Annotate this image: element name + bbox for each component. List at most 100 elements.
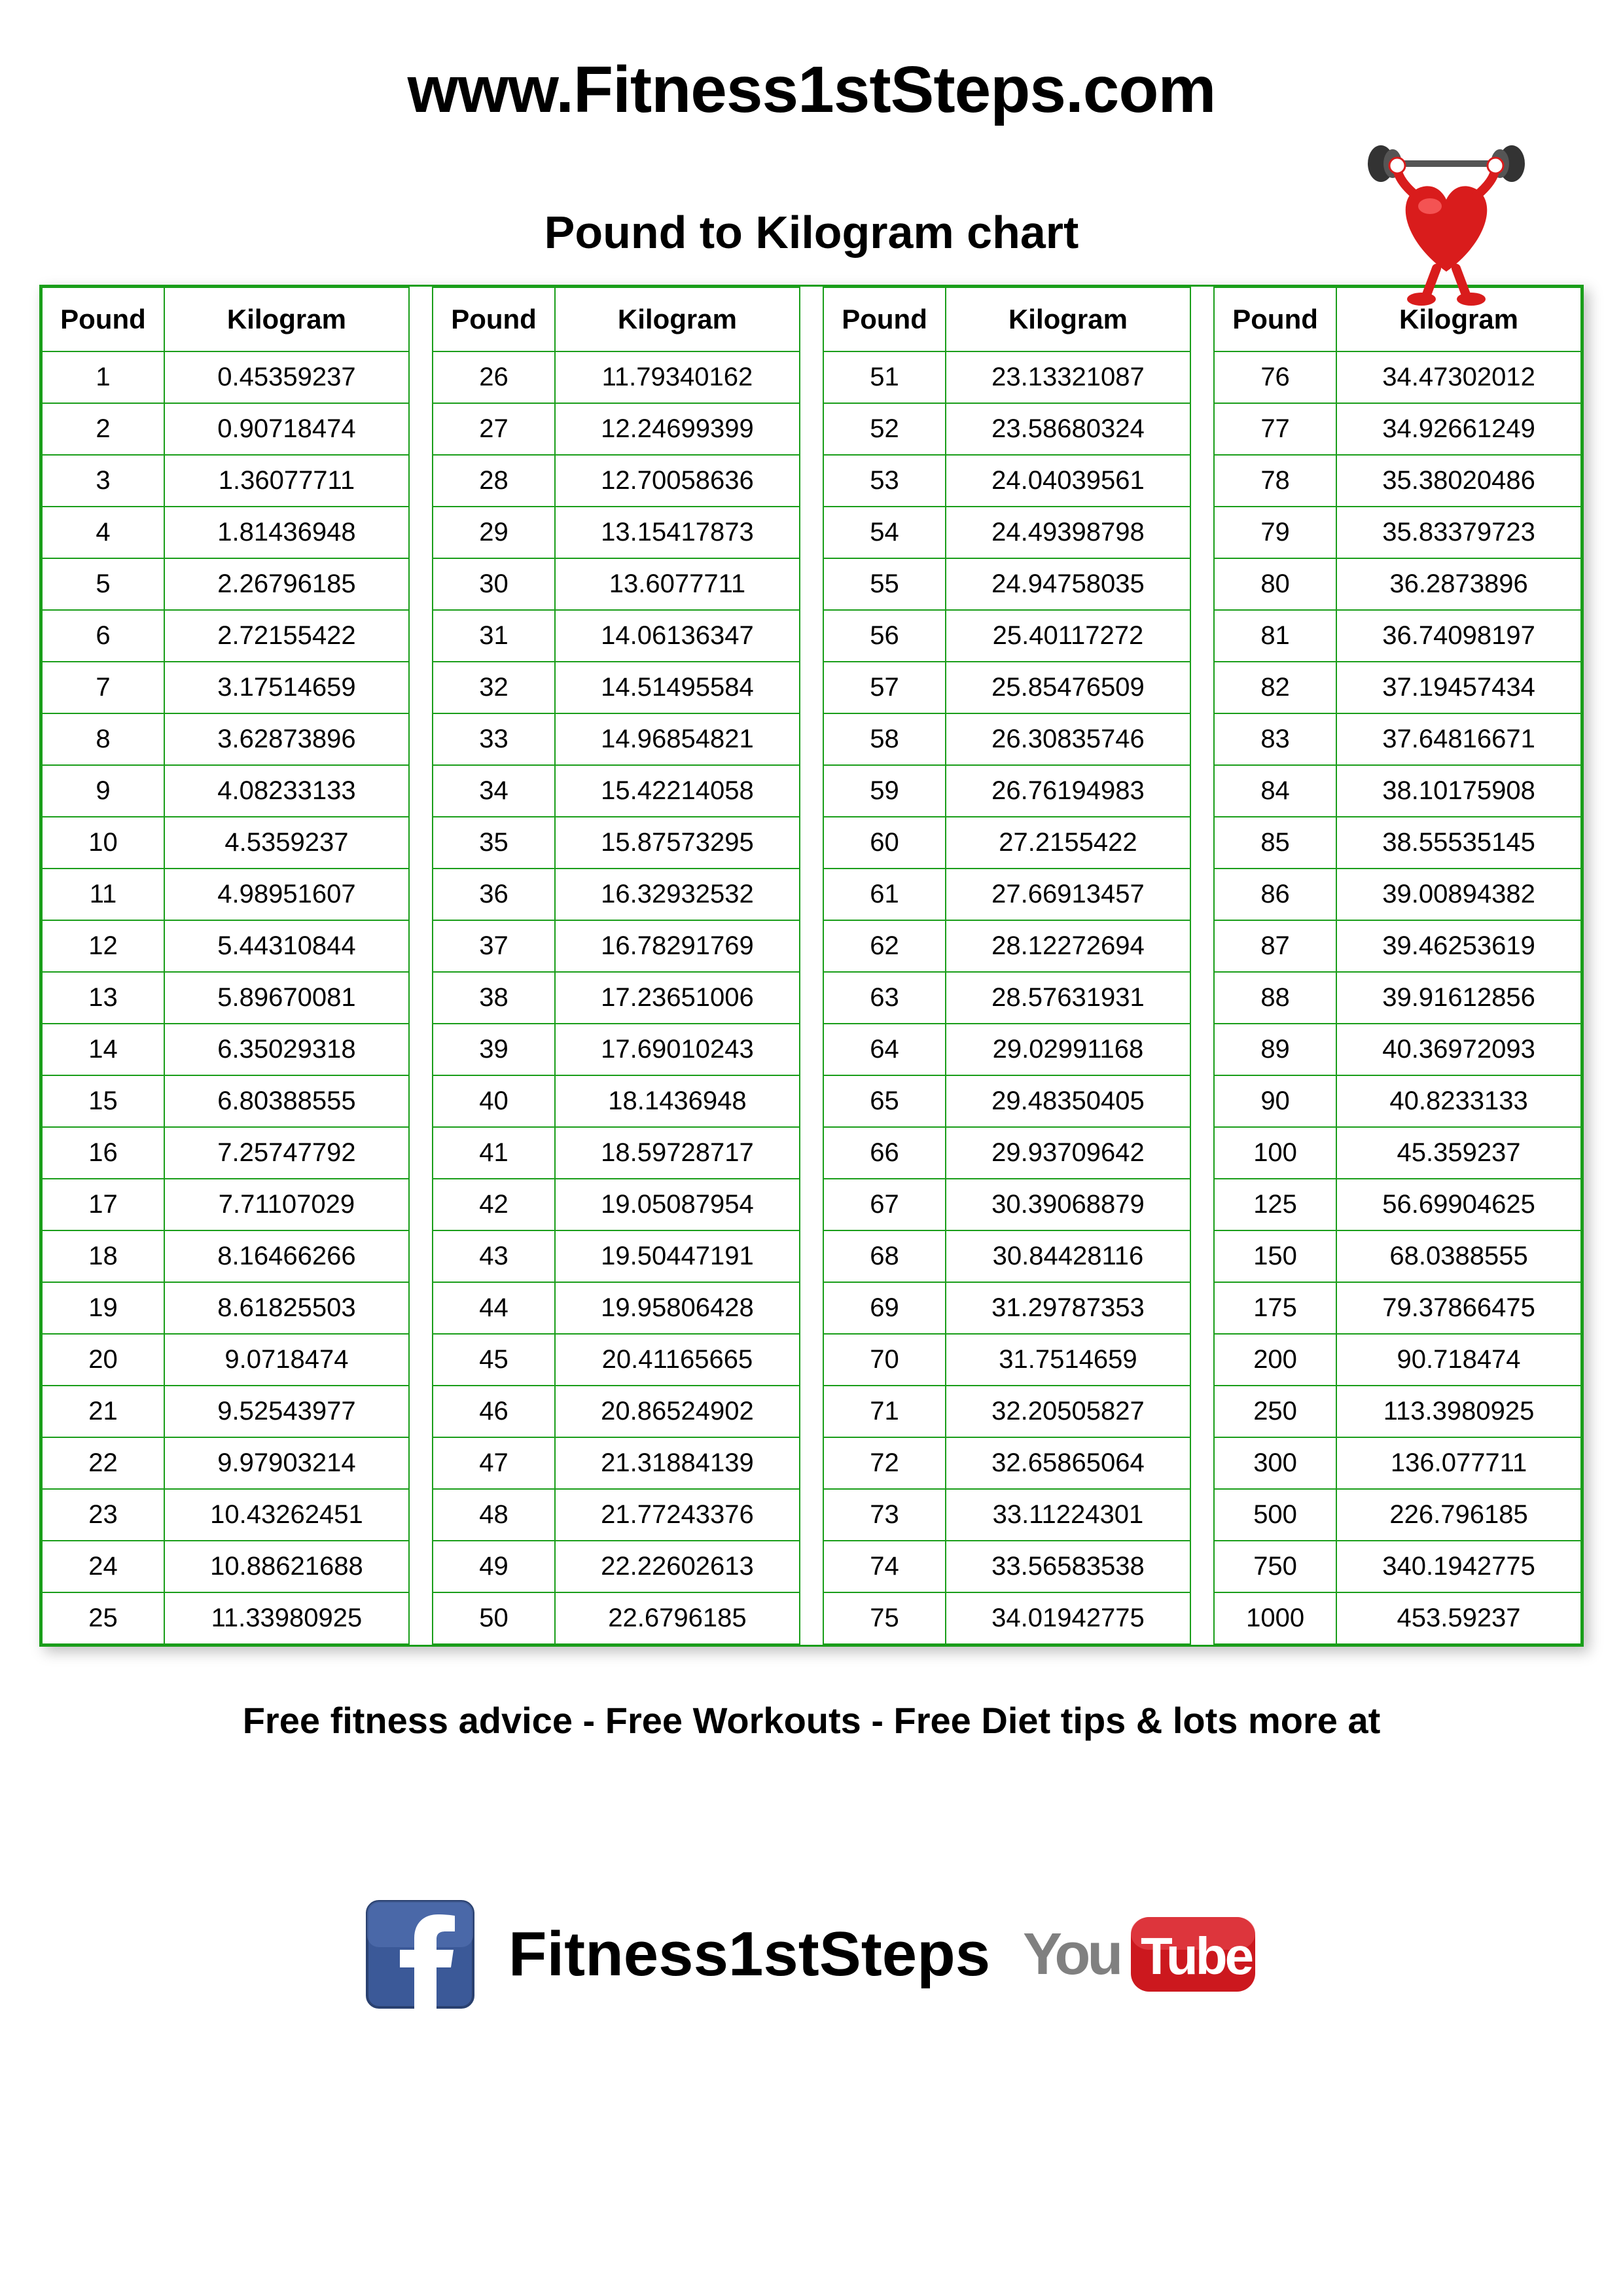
spacer xyxy=(800,1437,823,1489)
spacer xyxy=(800,610,823,662)
kilogram-cell: 30.84428116 xyxy=(946,1230,1190,1282)
pound-cell: 85 xyxy=(1214,817,1336,869)
spacer xyxy=(800,1541,823,1592)
spacer xyxy=(1190,403,1214,455)
pound-cell: 29 xyxy=(433,507,555,558)
kilogram-cell: 12.70058636 xyxy=(555,455,800,507)
spacer xyxy=(1190,1334,1214,1386)
spacer xyxy=(1190,1024,1214,1075)
table-row: 94.082331333415.422140585926.76194983843… xyxy=(42,765,1581,817)
spacer xyxy=(409,1230,433,1282)
spacer xyxy=(1190,817,1214,869)
kilogram-cell: 14.96854821 xyxy=(555,713,800,765)
kilogram-cell: 10.43262451 xyxy=(164,1489,409,1541)
pound-cell: 57 xyxy=(823,662,946,713)
col-header-pound: Pound xyxy=(433,287,555,351)
spacer xyxy=(409,765,433,817)
pound-cell: 86 xyxy=(1214,869,1336,920)
spacer xyxy=(800,287,823,351)
pound-cell: 40 xyxy=(433,1075,555,1127)
pound-cell: 32 xyxy=(433,662,555,713)
kilogram-cell: 39.46253619 xyxy=(1336,920,1581,972)
kilogram-cell: 38.55535145 xyxy=(1336,817,1581,869)
kilogram-cell: 37.19457434 xyxy=(1336,662,1581,713)
kilogram-cell: 68.0388555 xyxy=(1336,1230,1581,1282)
pound-cell: 44 xyxy=(433,1282,555,1334)
kilogram-cell: 3.62873896 xyxy=(164,713,409,765)
spacer xyxy=(800,351,823,403)
pound-cell: 61 xyxy=(823,869,946,920)
pound-cell: 5 xyxy=(42,558,164,610)
kilogram-cell: 7.25747792 xyxy=(164,1127,409,1179)
spacer xyxy=(1190,610,1214,662)
pound-cell: 49 xyxy=(433,1541,555,1592)
spacer xyxy=(1190,713,1214,765)
pound-cell: 10 xyxy=(42,817,164,869)
pound-cell: 58 xyxy=(823,713,946,765)
youtube-icon: You Tube xyxy=(1023,1905,1258,2003)
spacer xyxy=(1190,507,1214,558)
pound-cell: 30 xyxy=(433,558,555,610)
table-row: 104.53592373515.875732956027.21554228538… xyxy=(42,817,1581,869)
kilogram-cell: 17.23651006 xyxy=(555,972,800,1024)
spacer xyxy=(1190,1541,1214,1592)
spacer xyxy=(409,920,433,972)
kilogram-cell: 9.97903214 xyxy=(164,1437,409,1489)
kilogram-cell: 6.35029318 xyxy=(164,1024,409,1075)
pound-cell: 150 xyxy=(1214,1230,1336,1282)
spacer xyxy=(409,1592,433,1644)
pound-cell: 35 xyxy=(433,817,555,869)
pound-cell: 125 xyxy=(1214,1179,1336,1230)
kilogram-cell: 15.42214058 xyxy=(555,765,800,817)
pound-cell: 16 xyxy=(42,1127,164,1179)
pound-cell: 65 xyxy=(823,1075,946,1127)
spacer xyxy=(1190,558,1214,610)
spacer xyxy=(800,1592,823,1644)
spacer xyxy=(1190,869,1214,920)
kilogram-cell: 19.05087954 xyxy=(555,1179,800,1230)
kilogram-cell: 6.80388555 xyxy=(164,1075,409,1127)
pound-cell: 66 xyxy=(823,1127,946,1179)
pound-cell: 73 xyxy=(823,1489,946,1541)
kilogram-cell: 17.69010243 xyxy=(555,1024,800,1075)
kilogram-cell: 38.10175908 xyxy=(1336,765,1581,817)
pound-cell: 45 xyxy=(433,1334,555,1386)
pound-cell: 21 xyxy=(42,1386,164,1437)
kilogram-cell: 14.51495584 xyxy=(555,662,800,713)
pound-cell: 81 xyxy=(1214,610,1336,662)
pound-cell: 64 xyxy=(823,1024,946,1075)
chart-title: Pound to Kilogram chart xyxy=(544,206,1079,259)
spacer xyxy=(1190,972,1214,1024)
kilogram-cell: 8.61825503 xyxy=(164,1282,409,1334)
kilogram-cell: 27.66913457 xyxy=(946,869,1190,920)
pound-cell: 37 xyxy=(433,920,555,972)
spacer xyxy=(800,1075,823,1127)
kilogram-cell: 23.58680324 xyxy=(946,403,1190,455)
table-row: 2310.432624514821.772433767333.112243015… xyxy=(42,1489,1581,1541)
kilogram-cell: 1.36077711 xyxy=(164,455,409,507)
pound-cell: 13 xyxy=(42,972,164,1024)
social-row: Fitness1stSteps You Tube xyxy=(0,1899,1623,2010)
kilogram-cell: 18.59728717 xyxy=(555,1127,800,1179)
spacer xyxy=(409,1282,433,1334)
pound-cell: 62 xyxy=(823,920,946,972)
pound-cell: 750 xyxy=(1214,1541,1336,1592)
kilogram-cell: 32.20505827 xyxy=(946,1386,1190,1437)
spacer xyxy=(800,1230,823,1282)
pound-cell: 80 xyxy=(1214,558,1336,610)
spacer xyxy=(1190,455,1214,507)
spacer xyxy=(409,713,433,765)
pound-cell: 27 xyxy=(433,403,555,455)
kilogram-cell: 15.87573295 xyxy=(555,817,800,869)
table-row: 114.989516073616.329325326127.6691345786… xyxy=(42,869,1581,920)
kilogram-cell: 2.72155422 xyxy=(164,610,409,662)
kilogram-cell: 21.77243376 xyxy=(555,1489,800,1541)
table-row: 20.907184742712.246993995223.58680324773… xyxy=(42,403,1581,455)
kilogram-cell: 5.89670081 xyxy=(164,972,409,1024)
spacer xyxy=(409,1437,433,1489)
spacer xyxy=(409,558,433,610)
pound-cell: 8 xyxy=(42,713,164,765)
pound-cell: 20 xyxy=(42,1334,164,1386)
header-url: www.Fitness1stSteps.com xyxy=(0,0,1623,128)
spacer xyxy=(1190,765,1214,817)
